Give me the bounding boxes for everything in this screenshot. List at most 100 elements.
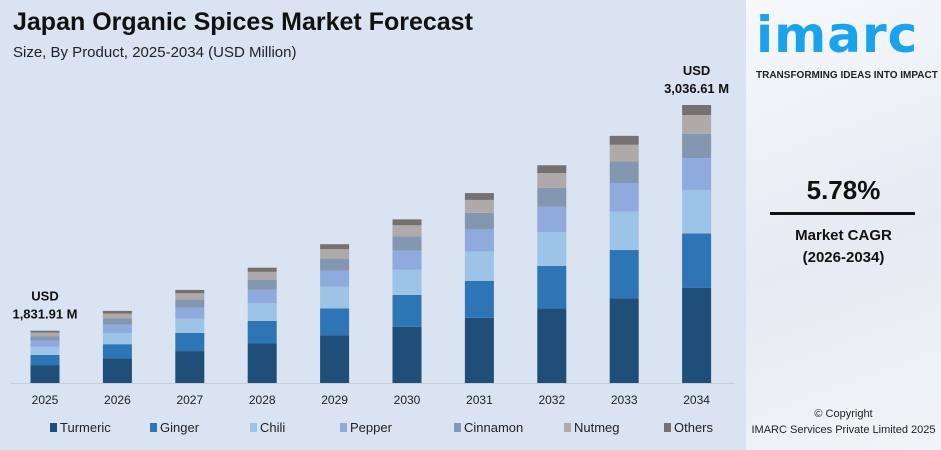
bar-segment-cinnamon-2027 (175, 299, 205, 308)
logo-tagline: TRANSFORMING IDEAS INTO IMPACT (756, 70, 938, 81)
bar-segment-ginger-2028 (247, 320, 277, 344)
imarc-logo: imarc (756, 6, 919, 64)
bar-segment-others-2026 (102, 310, 132, 314)
legend-swatch (150, 423, 157, 432)
legend-item-nutmeg: Nutmeg (564, 420, 664, 435)
bar-segment-turmeric-2034 (682, 287, 712, 383)
x-tick-label: 2030 (394, 393, 421, 407)
legend: Turmeric Ginger Chili Pepper Cinnamon Nutmeg O… (50, 420, 744, 435)
legend-swatch (50, 423, 57, 432)
legend-label: Chili (260, 420, 286, 435)
legend-label: Turmeric (60, 420, 111, 435)
bar-segment-others-2034 (682, 105, 712, 116)
bar-segment-ginger-2029 (320, 308, 350, 336)
bar-segment-turmeric-2028 (247, 343, 277, 383)
bar-segment-cinnamon-2030 (392, 236, 422, 251)
bar-segment-turmeric-2030 (392, 326, 422, 383)
copyright-text: © Copyright (814, 408, 873, 420)
legend-swatch (250, 423, 257, 432)
company-name: IMARC Services Private Limited 2025 (751, 424, 936, 436)
data-label-currency: USD (683, 63, 710, 78)
bar-segment-turmeric-2032 (537, 308, 567, 383)
bar-segment-chili-2033 (609, 211, 639, 251)
bar-segment-ginger-2033 (609, 250, 639, 299)
x-tick-label: 2034 (683, 393, 710, 407)
legend-swatch (564, 423, 571, 432)
legend-item-turmeric: Turmeric (50, 420, 150, 435)
bar-segment-pepper-2030 (392, 250, 422, 270)
bar-segment-others-2031 (464, 193, 494, 200)
bar-segment-ginger-2032 (537, 265, 567, 309)
bar-segment-cinnamon-2034 (682, 133, 712, 159)
bar-segment-ginger-2030 (392, 294, 422, 327)
bar-segment-chili-2032 (537, 232, 567, 266)
bar-segment-pepper-2025 (30, 340, 60, 347)
bar-segment-cinnamon-2031 (464, 212, 494, 230)
chart-title: Japan Organic Spices Market Forecast (13, 8, 473, 36)
x-tick-label: 2025 (32, 393, 59, 407)
bar-segment-nutmeg-2033 (609, 144, 639, 162)
x-tick-label: 2027 (176, 393, 203, 407)
bar-segment-pepper-2029 (320, 270, 350, 287)
legend-label: Cinnamon (464, 420, 524, 435)
legend-label: Ginger (160, 420, 200, 435)
legend-item-chili: Chili (250, 420, 340, 435)
bar-segment-cinnamon-2032 (537, 187, 567, 207)
bar-segment-nutmeg-2028 (247, 271, 277, 280)
bar-segment-chili-2034 (682, 190, 712, 234)
bar-segment-nutmeg-2027 (175, 293, 205, 300)
bar-segment-chili-2028 (247, 303, 277, 321)
bar-segment-others-2033 (609, 135, 639, 145)
bar-segment-pepper-2028 (247, 289, 277, 304)
bar-segment-turmeric-2027 (175, 351, 205, 383)
copyright: © Copyright IMARC Services Private Limit… (746, 406, 941, 438)
legend-item-others: Others (664, 420, 744, 435)
bar-segment-pepper-2027 (175, 307, 205, 319)
legend-label: Others (674, 420, 714, 435)
chart-subtitle: Size, By Product, 2025-2034 (USD Million… (13, 44, 297, 61)
x-tick-label: 2033 (611, 393, 638, 407)
bar-segment-cinnamon-2028 (247, 279, 277, 290)
data-label-value: 1,831.91 M (12, 307, 77, 322)
x-tick-label: 2032 (538, 393, 565, 407)
divider (770, 212, 915, 215)
bar-segment-cinnamon-2033 (609, 161, 639, 184)
bar-segment-chili-2030 (392, 269, 422, 295)
bar-segment-chili-2025 (30, 346, 60, 355)
cagr-period: (2026-2034) (802, 249, 885, 266)
bar-segment-turmeric-2026 (102, 358, 132, 383)
bar-segment-ginger-2025 (30, 354, 60, 366)
bar-segment-chili-2026 (102, 333, 132, 345)
bar-segment-ginger-2027 (175, 332, 205, 352)
bar-segment-pepper-2034 (682, 158, 712, 191)
bar-segment-nutmeg-2034 (682, 115, 712, 134)
bar-segment-chili-2027 (175, 318, 205, 333)
info-panel: imarc TRANSFORMING IDEAS INTO IMPACT 5.7… (746, 0, 941, 450)
bar-segment-pepper-2026 (102, 324, 132, 334)
bar-segment-cinnamon-2026 (102, 318, 132, 325)
bar-segment-nutmeg-2026 (102, 313, 132, 319)
cagr-value: 5.78% (806, 175, 881, 205)
legend-swatch (454, 423, 461, 432)
x-tick-label: 2028 (249, 393, 276, 407)
bar-segment-pepper-2033 (609, 183, 639, 212)
bar-segment-ginger-2026 (102, 344, 132, 359)
bar-segment-others-2027 (175, 289, 205, 294)
bar-segment-nutmeg-2031 (464, 199, 494, 213)
x-tick-label: 2031 (466, 393, 493, 407)
bar-segment-cinnamon-2025 (30, 336, 60, 341)
bar-segment-nutmeg-2030 (392, 225, 422, 237)
bar-segment-ginger-2031 (464, 280, 494, 318)
bar-segment-chili-2029 (320, 286, 350, 309)
bar-segment-chili-2031 (464, 251, 494, 281)
bar-segment-ginger-2034 (682, 233, 712, 288)
cagr-label-text: Market CAGR (795, 227, 892, 244)
bar-segment-others-2025 (30, 330, 60, 333)
legend-item-cinnamon: Cinnamon (454, 420, 564, 435)
bar-segment-turmeric-2029 (320, 335, 350, 383)
bar-segment-others-2032 (537, 165, 567, 174)
legend-label: Nutmeg (574, 420, 620, 435)
bar-segment-others-2028 (247, 267, 277, 272)
data-label-currency: USD (31, 289, 58, 304)
bar-segment-nutmeg-2032 (537, 173, 567, 188)
